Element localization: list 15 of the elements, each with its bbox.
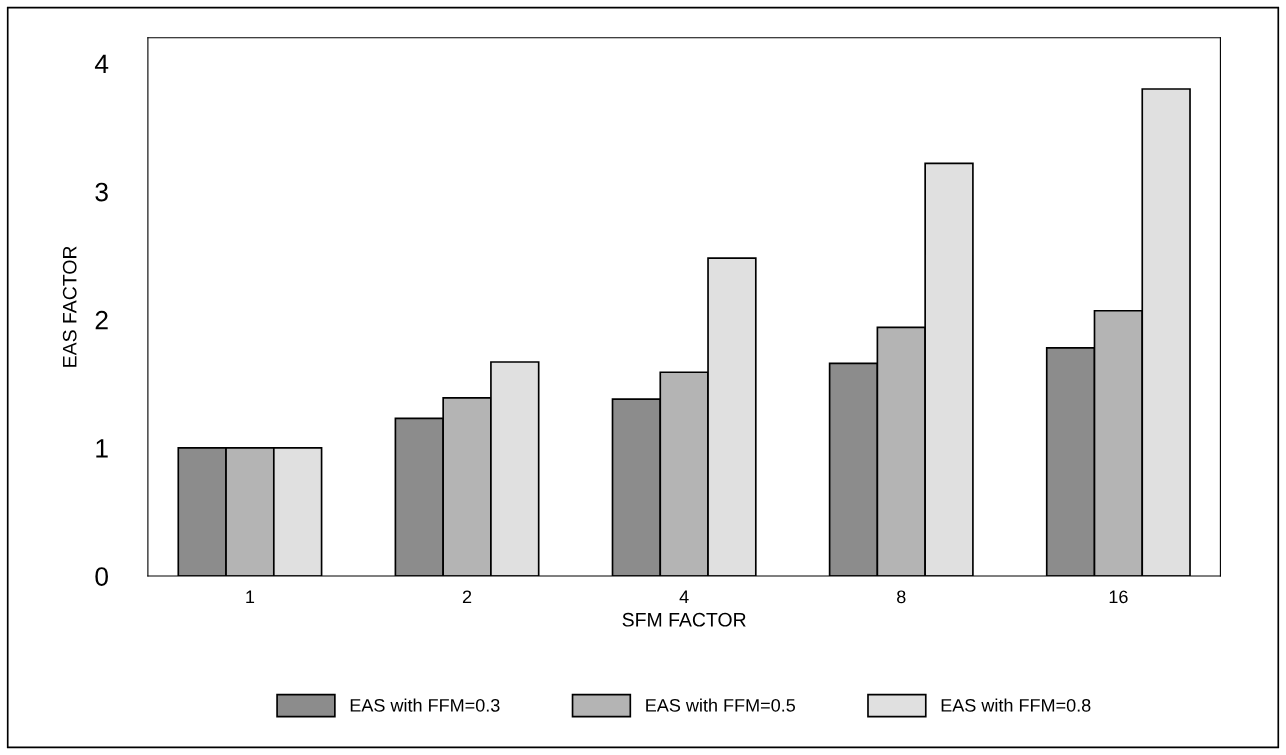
- x-tick-label: 8: [897, 590, 906, 604]
- y-tick-label: 2: [95, 310, 108, 330]
- y-tick-label: 0: [95, 567, 108, 586]
- y-tick-label: 1: [96, 439, 108, 458]
- x-axis-title: SFM FACTOR: [622, 612, 746, 627]
- y-tick-label: 4: [94, 54, 109, 73]
- x-tick-label: 1: [246, 590, 255, 604]
- y-axis-title: EAS FACTOR: [62, 246, 77, 367]
- x-tick-label: 2: [462, 590, 472, 604]
- legend-label: EAS with FFM=0.8: [941, 698, 1091, 712]
- y-tick-label: 3: [95, 182, 108, 202]
- legend-label: EAS with FFM=0.5: [646, 698, 796, 712]
- x-tick-label: 16: [1109, 590, 1128, 604]
- x-tick-label: 4: [679, 590, 689, 604]
- legend-label: EAS with FFM=0.3: [350, 698, 500, 712]
